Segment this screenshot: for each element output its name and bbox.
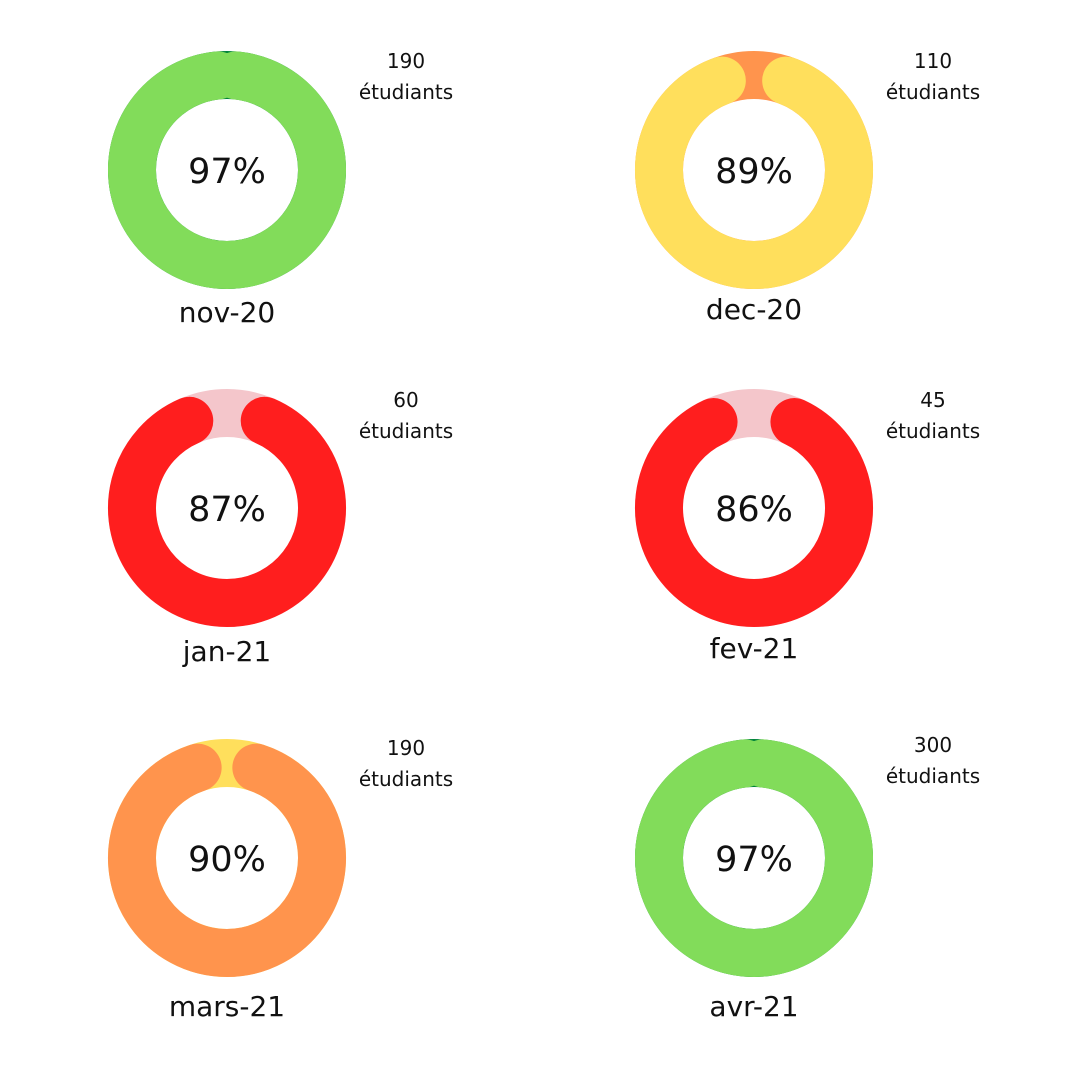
student-count-value: 190 bbox=[387, 736, 425, 760]
donut-value-arc bbox=[108, 743, 346, 977]
student-count-value: 45 bbox=[920, 388, 945, 412]
donut-value-arc bbox=[635, 398, 873, 627]
category-label: jan-21 bbox=[182, 635, 271, 668]
donut-fev-21: 86% fev-21 45 étudiants bbox=[635, 388, 980, 665]
donut-value-arc bbox=[635, 56, 873, 289]
percentage-label: 89% bbox=[715, 152, 793, 192]
percentage-label: 87% bbox=[188, 490, 266, 530]
student-count-value: 60 bbox=[393, 388, 418, 412]
donut-jan-21: 87% jan-21 60 étudiants bbox=[108, 388, 453, 668]
student-count-unit: étudiants bbox=[359, 419, 453, 443]
donut-dec-20: 89% dec-20 110 étudiants bbox=[635, 49, 980, 326]
donut-value-arc bbox=[635, 739, 873, 977]
student-count-value: 300 bbox=[914, 733, 952, 757]
student-count-unit: étudiants bbox=[886, 764, 980, 788]
donut-mars-21: 90% mars-21 190 étudiants bbox=[108, 736, 453, 1023]
percentage-label: 97% bbox=[188, 152, 266, 192]
donut-nov-20: 97% nov-20 190 étudiants bbox=[108, 49, 453, 329]
student-count-unit: étudiants bbox=[359, 767, 453, 791]
percentage-label: 90% bbox=[188, 840, 266, 880]
donut-value-arc bbox=[108, 396, 346, 627]
student-count-unit: étudiants bbox=[886, 80, 980, 104]
category-label: dec-20 bbox=[706, 293, 802, 326]
donut-avr-21: 97% avr-21 300 étudiants bbox=[635, 733, 980, 1023]
student-count-unit: étudiants bbox=[359, 80, 453, 104]
donut-value-arc bbox=[108, 51, 346, 289]
student-count-value: 110 bbox=[914, 49, 952, 73]
category-label: nov-20 bbox=[179, 296, 275, 329]
percentage-label: 86% bbox=[715, 490, 793, 530]
student-count-unit: étudiants bbox=[886, 419, 980, 443]
percentage-label: 97% bbox=[715, 840, 793, 880]
student-count-value: 190 bbox=[387, 49, 425, 73]
category-label: avr-21 bbox=[709, 990, 798, 1023]
category-label: fev-21 bbox=[710, 632, 799, 665]
category-label: mars-21 bbox=[169, 990, 285, 1023]
